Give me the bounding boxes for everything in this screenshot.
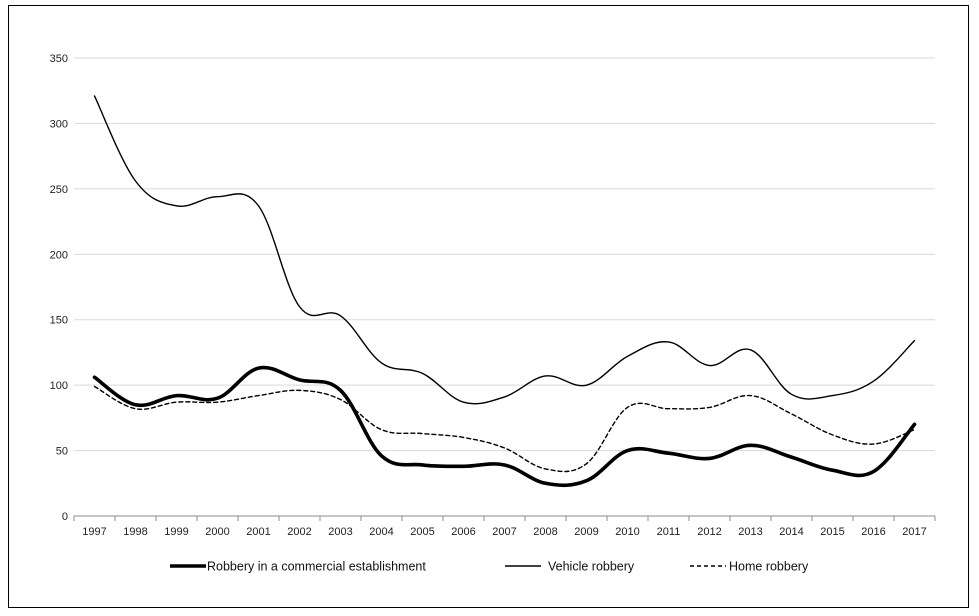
x-tick-label: 1998	[123, 526, 147, 538]
x-tick-label: 2012	[697, 526, 721, 538]
x-tick-label: 2011	[657, 526, 681, 538]
y-tick-label: 150	[50, 315, 68, 327]
x-tick-label: 2000	[205, 526, 229, 538]
y-tick-label: 250	[50, 184, 68, 196]
x-tick-label: 1999	[164, 526, 188, 538]
x-tick-label: 2001	[246, 526, 270, 538]
x-tick-label: 2006	[451, 526, 475, 538]
y-tick-label: 0	[62, 511, 68, 523]
legend: Robbery in a commercial establishment Veh…	[170, 560, 809, 574]
y-axis-ticks: 0 50 100 150 200 250 300 350	[50, 53, 68, 523]
x-tick-label: 2004	[369, 526, 393, 538]
x-tick-label: 2016	[861, 526, 885, 538]
x-tick-label: 2013	[738, 526, 762, 538]
y-tick-label: 350	[50, 53, 68, 65]
y-tick-label: 200	[50, 249, 68, 261]
axes	[73, 515, 936, 521]
x-tick-label: 2007	[492, 526, 516, 538]
series-line-1	[93, 95, 916, 405]
legend-label: Home robbery	[729, 560, 809, 574]
x-tick-label: 2009	[574, 526, 598, 538]
legend-label: Robbery in a commercial establishment	[207, 560, 426, 574]
x-tick-label: 2014	[779, 526, 803, 538]
y-tick-label: 50	[56, 446, 68, 458]
x-tick-label: 2005	[410, 526, 434, 538]
legend-label: Vehicle robbery	[548, 560, 635, 574]
y-tick-label: 300	[50, 118, 68, 130]
x-tick-label: 2002	[287, 526, 311, 538]
chart-frame	[8, 5, 969, 608]
gridlines	[74, 57, 935, 452]
y-tick-label: 100	[50, 380, 68, 392]
x-tick-label: 2010	[615, 526, 639, 538]
series-line-2	[93, 385, 916, 473]
series-lines	[92, 95, 917, 488]
x-tick-label: 2015	[820, 526, 844, 538]
x-tick-label: 2003	[328, 526, 352, 538]
x-axis-ticks: 1997 1998 1999 2000 2001 2002 2003 2004 2005 2006…	[82, 526, 926, 538]
series-line-0	[92, 365, 917, 488]
x-tick-label: 1997	[82, 526, 106, 538]
x-tick-label: 2008	[533, 526, 557, 538]
x-tick-label: 2017	[902, 526, 926, 538]
